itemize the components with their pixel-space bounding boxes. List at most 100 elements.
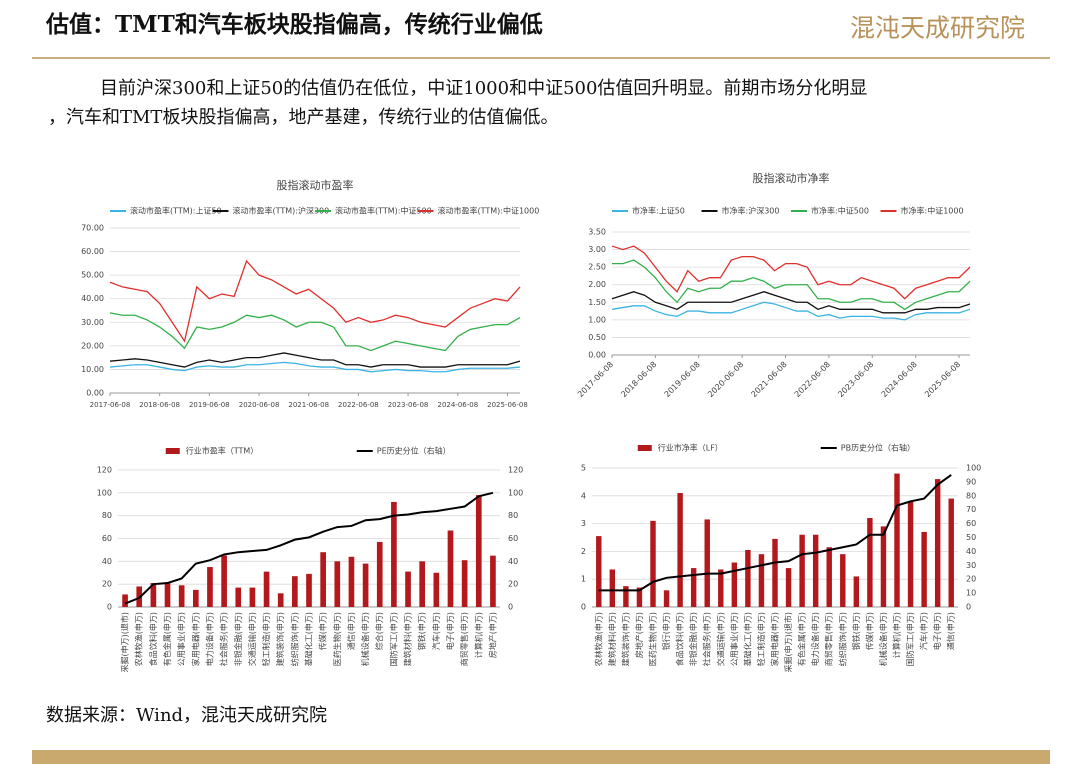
y-tick-label: 1 bbox=[581, 575, 586, 584]
bar bbox=[880, 526, 887, 607]
x-tick-label: 建筑装饰(申万) bbox=[275, 612, 285, 666]
bar bbox=[405, 571, 411, 607]
x-tick-label: 2022-06-08 bbox=[338, 401, 379, 409]
bar bbox=[447, 530, 454, 607]
bar bbox=[306, 573, 312, 607]
bar bbox=[921, 531, 927, 607]
chart-title: 股指滚动市净率 bbox=[753, 171, 830, 185]
y2-tick-label: 40 bbox=[966, 547, 976, 556]
bar bbox=[207, 567, 213, 607]
bar bbox=[894, 473, 900, 607]
x-tick-label: 2025-06-08 bbox=[923, 360, 962, 399]
bar bbox=[596, 536, 602, 607]
x-tick-label: 有色金属(申万) bbox=[797, 612, 807, 666]
bar bbox=[490, 555, 496, 607]
x-tick-label: 2019-06-08 bbox=[189, 401, 230, 409]
x-tick-label: 采掘(申万)(退市) bbox=[783, 612, 793, 672]
bar bbox=[609, 569, 616, 607]
x-tick-label: 食品饮料(申万) bbox=[675, 612, 685, 666]
series-line bbox=[109, 361, 521, 373]
x-tick-label: 纺织服饰(申万) bbox=[289, 612, 299, 666]
x-tick-label: 电子(申万) bbox=[445, 612, 455, 650]
bar bbox=[362, 563, 369, 607]
x-tick-label: 建筑材料(申万) bbox=[607, 612, 617, 666]
y2-tick-label: 100 bbox=[508, 488, 523, 497]
y2-tick-label: 20 bbox=[508, 580, 518, 589]
logo: 混沌天成研究院 bbox=[850, 14, 1025, 43]
y2-tick-label: 60 bbox=[508, 534, 518, 543]
y-tick-label: 60.00 bbox=[81, 247, 104, 256]
y-tick-label: 30.00 bbox=[81, 318, 104, 327]
legend-label: 市净率:沪深300 bbox=[722, 206, 780, 216]
y2-tick-label: 30 bbox=[966, 561, 976, 570]
y-tick-label: 3.00 bbox=[588, 245, 606, 254]
bar bbox=[376, 541, 383, 607]
bar bbox=[178, 585, 185, 607]
bar bbox=[718, 569, 724, 607]
x-tick-label: 纺织服饰(申万) bbox=[837, 612, 847, 666]
bar bbox=[812, 534, 819, 607]
y-tick-label: 2 bbox=[581, 547, 586, 556]
bar bbox=[623, 586, 629, 607]
y-tick-label: 3 bbox=[581, 519, 586, 528]
legend-label: 市净率:上证50 bbox=[632, 206, 685, 216]
x-tick-label: 2017-06-08 bbox=[576, 360, 615, 399]
legend-label: 市净率:中证1000 bbox=[901, 206, 964, 216]
y-tick-label: 20.00 bbox=[81, 341, 104, 350]
x-tick-label: 机械设备(申万) bbox=[360, 612, 370, 666]
percentile-line bbox=[124, 491, 494, 605]
x-tick-label: 交通运输(申万) bbox=[715, 612, 725, 666]
bar bbox=[475, 495, 482, 607]
series-line bbox=[612, 259, 971, 311]
x-tick-label: 农林牧渔(申万) bbox=[593, 612, 603, 666]
chart-title: 股指滚动市盈率 bbox=[277, 178, 354, 192]
y-tick-label: 2.00 bbox=[588, 280, 606, 289]
source: 数据来源：Wind，混沌天成研究院 bbox=[46, 705, 327, 726]
x-tick-label: 非银金融(申万) bbox=[688, 612, 698, 666]
x-tick-label: 电力设备(申万) bbox=[810, 612, 820, 666]
x-tick-label: 非银金融(申万) bbox=[233, 612, 243, 666]
bar bbox=[948, 498, 954, 607]
y-tick-label: 0.00 bbox=[86, 389, 104, 398]
y2-tick-label: 100 bbox=[966, 464, 981, 473]
x-tick-label: 社会服务(申万) bbox=[219, 612, 229, 666]
y2-tick-label: 20 bbox=[966, 575, 976, 584]
percentile-line bbox=[598, 474, 952, 592]
x-tick-label: 社会服务(申万) bbox=[702, 612, 712, 666]
legend-label: 滚动市盈率(TTM):中证500 bbox=[335, 206, 432, 216]
x-tick-label: 农林牧渔(申万) bbox=[134, 612, 144, 666]
x-tick-label: 计算机(申万) bbox=[892, 612, 902, 658]
legend-label: 滚动市盈率(TTM):中证1000 bbox=[438, 206, 540, 216]
bar bbox=[277, 593, 284, 607]
x-tick-label: 2024-06-08 bbox=[880, 360, 919, 399]
y-tick-label: 1.50 bbox=[588, 298, 606, 307]
bar bbox=[636, 587, 643, 607]
bar bbox=[690, 568, 697, 607]
y-tick-label: 100 bbox=[97, 488, 112, 497]
y2-tick-label: 80 bbox=[966, 491, 976, 500]
bar bbox=[334, 561, 341, 607]
y2-tick-label: 10 bbox=[966, 589, 976, 598]
x-tick-label: 采掘(申万)(退市) bbox=[120, 612, 130, 672]
x-tick-label: 传媒(申万) bbox=[864, 612, 874, 650]
x-tick-label: 2023-06-08 bbox=[388, 401, 429, 409]
bar bbox=[745, 550, 751, 607]
legend-label: 行业市净率（LF） bbox=[658, 443, 723, 453]
y2-tick-label: 50 bbox=[966, 533, 976, 542]
bar bbox=[433, 572, 440, 607]
x-tick-label: 建筑材料(申万) bbox=[403, 612, 413, 666]
x-tick-label: 家用电器(申万) bbox=[770, 612, 780, 666]
bar bbox=[461, 560, 468, 607]
bar bbox=[292, 576, 298, 607]
bar bbox=[391, 501, 397, 607]
bar bbox=[650, 520, 656, 607]
y-tick-label: 20 bbox=[102, 580, 112, 589]
x-tick-label: 计算机(申万) bbox=[473, 612, 483, 658]
y-tick-label: 4 bbox=[581, 491, 586, 500]
paragraph-line: ，汽车和TMT板块股指偏高，地产基建，传统行业的估值偏低。 bbox=[48, 107, 558, 128]
x-tick-label: 电子(申万) bbox=[932, 612, 942, 650]
x-tick-label: 公用事业(申万) bbox=[729, 612, 739, 666]
x-tick-label: 2020-06-08 bbox=[706, 360, 745, 399]
x-tick-label: 2020-06-08 bbox=[239, 401, 280, 409]
x-tick-label: 2024-06-08 bbox=[437, 401, 478, 409]
